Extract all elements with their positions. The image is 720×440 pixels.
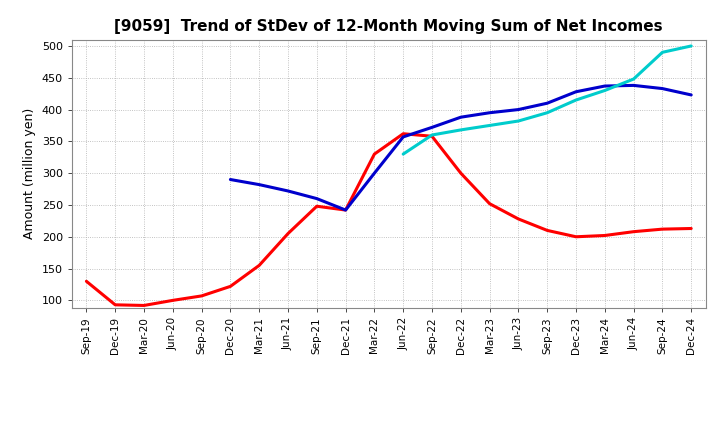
5 Years <box>399 134 408 139</box>
7 Years <box>399 151 408 157</box>
7 Years <box>600 88 609 93</box>
Y-axis label: Amount (million yen): Amount (million yen) <box>23 108 36 239</box>
3 Years <box>399 131 408 136</box>
3 Years <box>341 207 350 213</box>
3 Years <box>197 293 206 299</box>
3 Years <box>600 233 609 238</box>
3 Years <box>658 227 667 232</box>
3 Years <box>226 284 235 289</box>
7 Years <box>485 123 494 128</box>
3 Years <box>514 216 523 222</box>
Line: 3 Years: 3 Years <box>86 134 691 305</box>
5 Years <box>600 84 609 89</box>
5 Years <box>284 188 292 194</box>
3 Years <box>456 171 465 176</box>
3 Years <box>428 134 436 139</box>
5 Years <box>312 196 321 201</box>
5 Years <box>428 125 436 130</box>
Line: 5 Years: 5 Years <box>230 85 691 210</box>
Line: 7 Years: 7 Years <box>403 46 691 154</box>
5 Years <box>687 92 696 98</box>
5 Years <box>226 177 235 182</box>
3 Years <box>629 229 638 235</box>
3 Years <box>284 231 292 236</box>
3 Years <box>255 263 264 268</box>
3 Years <box>111 302 120 308</box>
3 Years <box>687 226 696 231</box>
7 Years <box>687 43 696 48</box>
7 Years <box>658 50 667 55</box>
5 Years <box>514 107 523 112</box>
3 Years <box>140 303 148 308</box>
5 Years <box>370 171 379 176</box>
5 Years <box>658 86 667 91</box>
5 Years <box>341 207 350 213</box>
5 Years <box>629 83 638 88</box>
7 Years <box>428 132 436 138</box>
Title: [9059]  Trend of StDev of 12-Month Moving Sum of Net Incomes: [9059] Trend of StDev of 12-Month Moving… <box>114 19 663 34</box>
3 Years <box>572 234 580 239</box>
5 Years <box>543 101 552 106</box>
7 Years <box>514 118 523 124</box>
7 Years <box>572 97 580 103</box>
3 Years <box>312 204 321 209</box>
7 Years <box>456 127 465 132</box>
3 Years <box>485 201 494 206</box>
5 Years <box>255 182 264 187</box>
7 Years <box>629 77 638 82</box>
3 Years <box>543 228 552 233</box>
7 Years <box>543 110 552 115</box>
3 Years <box>370 151 379 157</box>
5 Years <box>485 110 494 115</box>
3 Years <box>82 279 91 284</box>
5 Years <box>456 114 465 120</box>
5 Years <box>572 89 580 95</box>
3 Years <box>168 298 177 303</box>
